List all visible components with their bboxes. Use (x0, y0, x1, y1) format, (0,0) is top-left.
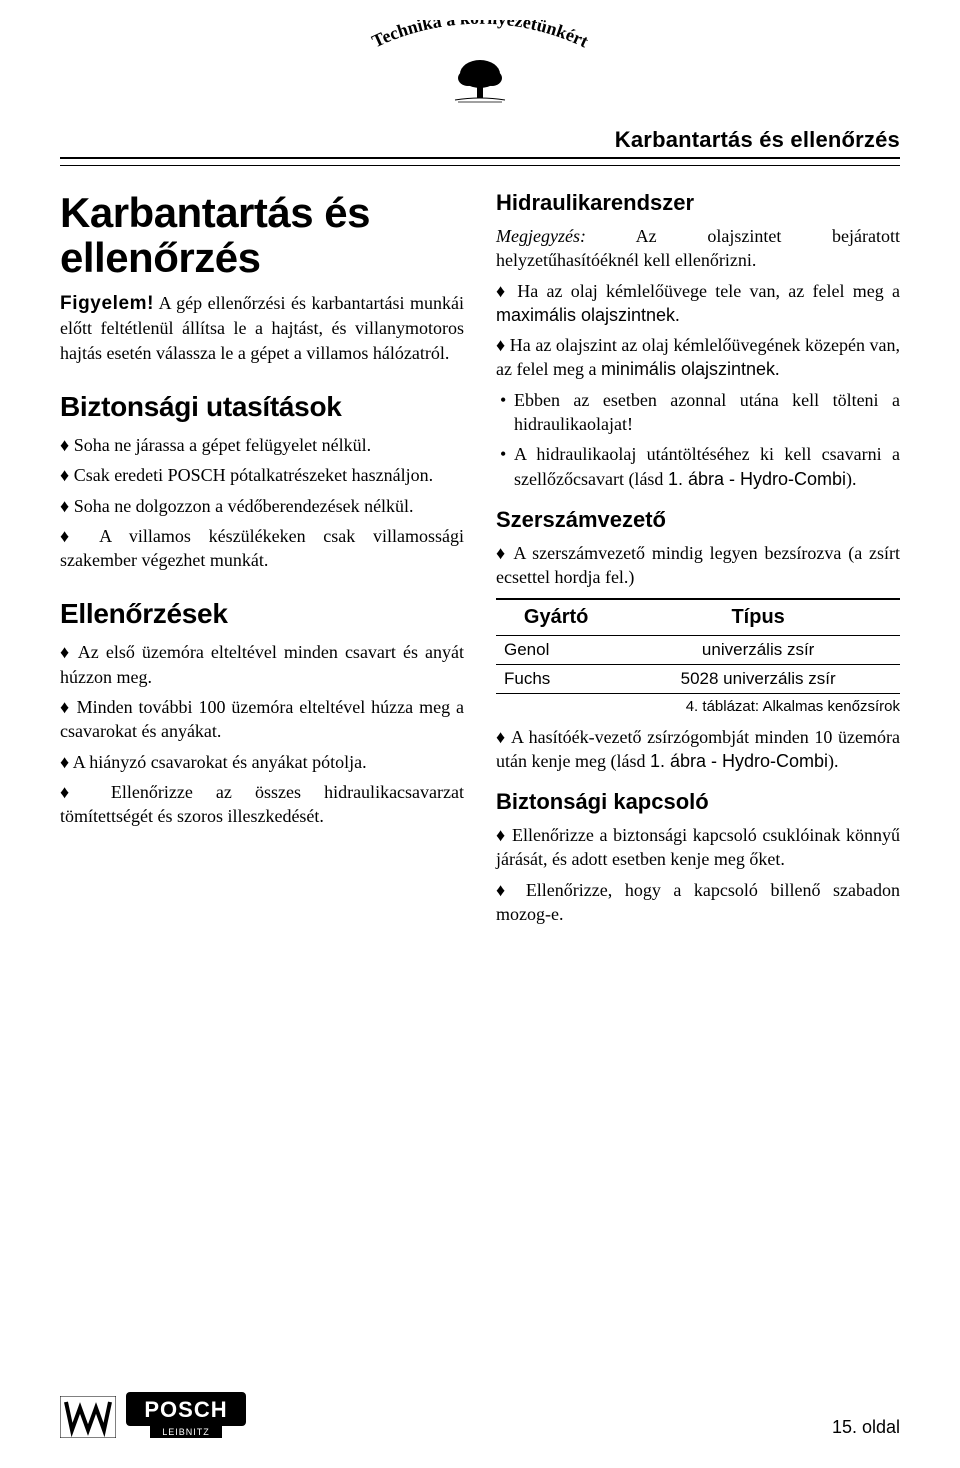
hydraulic-note: Megjegyzés: Az olajszintet bejáratott he… (496, 224, 900, 273)
footer-logos: POSCH R LEIBNITZ (60, 1392, 246, 1438)
checks-bullet-1: Az első üzemóra elteltével minden csavar… (60, 640, 464, 689)
posch-logo-icon: POSCH R LEIBNITZ (126, 1392, 246, 1438)
right-column: Hidraulikarendszer Megjegyzés: Az olajsz… (496, 190, 900, 932)
header-banner: Technika a környezetünkért (60, 0, 900, 121)
hydraulic-bullet-1: Ha az olaj kémlelőüvege tele van, az fel… (496, 279, 900, 328)
w-logo-icon (60, 1396, 116, 1438)
svg-text:Technika a környezetünkért: Technika a környezetünkért (369, 20, 592, 51)
hydraulic-bullet-2: Ha az olajszint az olaj kémlelőüvegének … (496, 333, 900, 382)
table-cell: 5028 univerzális zsír (616, 664, 900, 693)
safety-bullet-4: A villamos készülékeken csak villamosság… (60, 524, 464, 573)
subsection-hydraulic: Hidraulikarendszer (496, 190, 900, 216)
safetyswitch-bullet-1: Ellenőrizze a biztonsági kapcsoló csukló… (496, 823, 900, 872)
hydraulic-dot-1: Ebben az esetben azonnal utána kell tölt… (496, 388, 900, 437)
table-row: Fuchs 5028 univerzális zsír (496, 664, 900, 693)
checks-bullet-2: Minden további 100 üzemóra elteltével hú… (60, 695, 464, 744)
main-title: Karbantartás és ellenőrzés (60, 190, 464, 281)
note-label: Megjegyzés: (496, 226, 586, 246)
table-cell: univerzális zsír (616, 635, 900, 664)
page-footer: POSCH R LEIBNITZ 15. oldal (60, 1392, 900, 1438)
toolguide-bullet-1: A szerszámvezető mindig legyen bezsírozv… (496, 541, 900, 590)
section-safety: Biztonsági utasítások (60, 391, 464, 423)
svg-text:POSCH: POSCH (144, 1397, 227, 1422)
safety-bullet-3: Soha ne dolgozzon a védőberendezések nél… (60, 494, 464, 518)
table-cell: Fuchs (496, 664, 616, 693)
checks-bullet-3: A hiányzó csavarokat és anyákat pótolja. (60, 750, 464, 774)
safetyswitch-bullet-2: Ellenőrizze, hogy a kapcsoló billenő sza… (496, 878, 900, 927)
header-rule-thick (60, 157, 900, 159)
header-rule-thin (60, 165, 900, 166)
toolguide-bullet-2: A hasítóék-vezető zsírzógombját minden 1… (496, 725, 900, 774)
svg-text:R: R (234, 1399, 238, 1405)
intro-runin: Figyelem! (60, 293, 154, 314)
tree-icon (450, 56, 510, 106)
table-cell: Genol (496, 635, 616, 664)
table-col-manufacturer: Gyártó (496, 599, 616, 636)
section-checks: Ellenőrzések (60, 598, 464, 630)
page-number: 15. oldal (832, 1417, 900, 1438)
subsection-toolguide: Szerszámvezető (496, 507, 900, 533)
safety-bullet-1: Soha ne járassa a gépet felügyelet nélkü… (60, 433, 464, 457)
svg-text:LEIBNITZ: LEIBNITZ (162, 1427, 210, 1437)
intro-paragraph: Figyelem! A gép ellenőrzési és karbantar… (60, 291, 464, 365)
page-section-title: Karbantartás és ellenőrzés (60, 121, 900, 157)
checks-bullet-4: Ellenőrizze az összes hidraulikacsavarza… (60, 780, 464, 829)
arc-text: Technika a környezetünkért (369, 20, 592, 51)
hydraulic-dot-2: A hidraulikaolaj utántöltéséhez ki kell … (496, 442, 900, 491)
content-columns: Karbantartás és ellenőrzés Figyelem! A g… (60, 190, 900, 932)
safety-bullet-2: Csak eredeti POSCH pótalkatrészeket hasz… (60, 463, 464, 487)
table-col-type: Típus (616, 599, 900, 636)
lubricant-table: Gyártó Típus Genol univerzális zsír Fuch… (496, 598, 900, 694)
left-column: Karbantartás és ellenőrzés Figyelem! A g… (60, 190, 464, 932)
subsection-safetyswitch: Biztonsági kapcsoló (496, 789, 900, 815)
table-caption: 4. táblázat: Alkalmas kenőzsírok (496, 698, 900, 715)
table-row: Genol univerzális zsír (496, 635, 900, 664)
